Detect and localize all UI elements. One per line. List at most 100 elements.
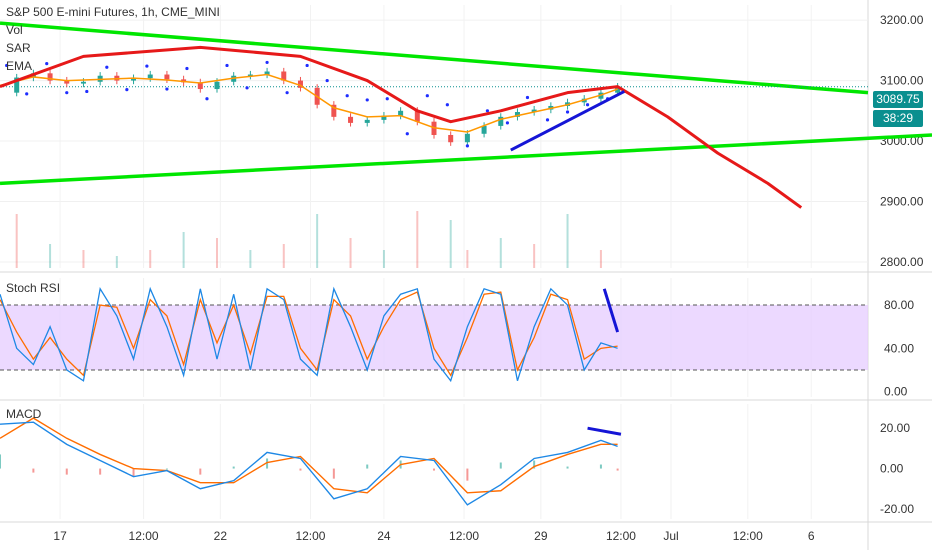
sar-dot (105, 65, 109, 69)
macd-histogram-bar (266, 458, 269, 469)
sar-dot (425, 94, 429, 98)
macd-histogram-bar (332, 468, 335, 479)
sar-dot (205, 97, 209, 101)
last-price-badge: 3089.75 (873, 91, 923, 108)
sar-dot (525, 95, 530, 100)
stoch-rsi-label: Stoch RSI (6, 281, 61, 295)
legend-ema[interactable]: EMA (6, 59, 33, 73)
sar-dot (145, 64, 149, 68)
legend-vol[interactable]: Vol (6, 23, 23, 37)
sar-dot (5, 63, 9, 68)
macd-histogram-bar (499, 462, 502, 469)
sar-dot (45, 62, 49, 66)
candle-body (131, 78, 137, 81)
macd-histogram-bar (165, 468, 168, 470)
volume-bar (349, 238, 352, 268)
volume-bar (182, 232, 185, 268)
macd-histogram-bar (616, 468, 619, 471)
sar-dot (585, 103, 590, 107)
time-tick-label: 12:00 (129, 529, 159, 543)
volume-bar (466, 250, 469, 268)
symbol-title: S&P 500 E-mini Futures, 1h, CME_MINI (6, 5, 220, 19)
candle-body (381, 115, 387, 120)
candle-body (531, 109, 537, 113)
lower-trendline (0, 133, 932, 186)
stoch-tick-label: 0.00 (884, 385, 908, 399)
stoch-divergence-annotation (602, 288, 620, 333)
time-tick-label: 17 (53, 529, 67, 543)
sar-dot (325, 78, 329, 83)
sar-dot (445, 103, 449, 107)
volume-bar (282, 244, 285, 268)
price-tick-label: 2900.00 (880, 194, 924, 208)
ema-line (0, 73, 618, 133)
candle-body (281, 71, 287, 81)
sar-dot (265, 60, 269, 65)
stoch-k-line (0, 286, 618, 383)
sar-dot (305, 63, 309, 68)
time-tick-label: 12:00 (295, 529, 325, 543)
candle-body (14, 77, 20, 93)
volume-bar (49, 244, 52, 268)
sar-dot (345, 94, 349, 98)
macd-tick-label: 0.00 (880, 462, 904, 476)
candle-body (348, 116, 354, 123)
volume-bar (149, 250, 152, 268)
price-tick-label: 2800.00 (880, 255, 924, 269)
stoch-tick-label: 40.00 (884, 341, 914, 355)
macd-histogram-bar (65, 468, 68, 475)
sar-dot (85, 89, 89, 94)
candle-body (197, 82, 203, 90)
sar-dot (125, 88, 129, 92)
candle-body (498, 116, 504, 126)
candle-body (147, 74, 153, 79)
price-tick-label: 3200.00 (880, 13, 924, 27)
sar-dot (405, 132, 409, 136)
candle-body (331, 104, 337, 117)
macd-histogram-bar (366, 464, 369, 469)
sar-dot (65, 91, 69, 95)
volume-bar (449, 220, 452, 268)
volume-bar (82, 250, 85, 268)
legend-sar[interactable]: SAR (6, 41, 31, 55)
candle-body (64, 80, 70, 84)
macd-histogram-bar (533, 460, 536, 469)
macd-histogram-bar (433, 468, 435, 471)
candle-body (164, 74, 170, 80)
volume-bar (316, 214, 319, 268)
rising-support-annotation (510, 90, 625, 152)
macd-histogram-bar (599, 464, 602, 469)
projection-curve (0, 45, 803, 209)
sar-dot (385, 97, 389, 101)
macd-histogram-bar (566, 466, 569, 469)
macd-signal-line (0, 417, 618, 494)
candle-body (514, 112, 520, 117)
candle-body (297, 80, 303, 88)
volume-bar (15, 214, 18, 268)
volume-bar (566, 214, 569, 268)
candle-body (464, 133, 470, 143)
sar-dot (185, 66, 189, 71)
candle-body (481, 125, 487, 134)
time-tick-label: 29 (534, 529, 548, 543)
stoch-band (0, 305, 868, 370)
volume-bar (382, 250, 385, 268)
time-tick-label: 12:00 (733, 529, 763, 543)
volume-bar (249, 250, 252, 268)
sar-dot (25, 92, 29, 96)
time-tick-label: Jul (663, 529, 678, 543)
time-tick-label: 12:00 (449, 529, 479, 543)
candle-body (214, 81, 220, 90)
volume-bar (115, 256, 118, 268)
countdown-badge: 38:29 (873, 110, 923, 127)
sar-dot (365, 98, 369, 102)
volume-bar (599, 250, 602, 268)
candle-body (414, 110, 420, 122)
macd-line (0, 421, 618, 506)
time-tick-label: 24 (377, 529, 391, 543)
sar-dot (165, 87, 169, 91)
volume-bar (216, 238, 218, 268)
macd-divergence-annotation (587, 426, 622, 436)
